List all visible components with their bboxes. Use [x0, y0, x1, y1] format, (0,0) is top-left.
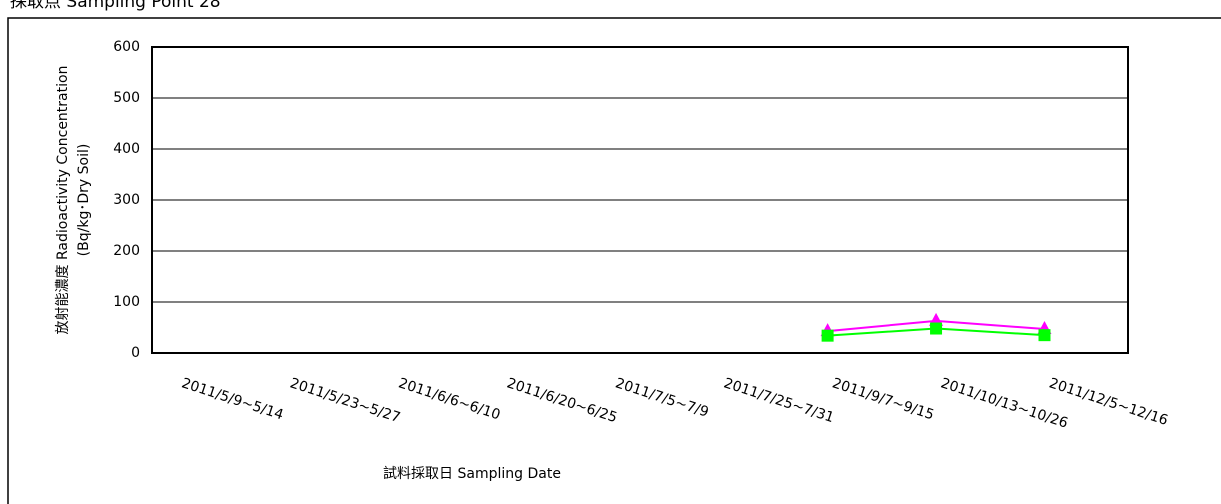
x-tick-label: 2011/9/7~9/15: [830, 375, 936, 423]
y-tick-label: 200: [113, 243, 140, 259]
y-tick-label: 300: [113, 192, 140, 208]
x-tick-label: 2011/6/6~6/10: [396, 375, 502, 423]
y-tick-label: 500: [113, 90, 140, 106]
frame: [7, 17, 1221, 504]
y-axis-label: 放射能濃度 Radioactivity Concentration: [55, 66, 71, 335]
point: [1038, 329, 1051, 342]
x-axis-label: 試料採取日 Sampling Date: [383, 466, 561, 482]
y-tick-label: 400: [113, 141, 140, 157]
y-tick-label: 600: [113, 39, 140, 55]
plot-border: [151, 46, 1129, 354]
point: [821, 329, 834, 342]
x-tick-label: 2011/5/23~5/27: [288, 375, 402, 426]
x-tick-label: 2011/7/25~7/31: [722, 375, 836, 426]
x-tick-label: 2011/6/20~6/25: [505, 375, 619, 426]
y-tick-label: 100: [113, 294, 140, 310]
y-axis-label: (Bq/kg･Dry Soil): [76, 144, 92, 257]
x-tick-label: 2011/7/5~7/9: [613, 375, 710, 420]
y-tick-label: 0: [131, 345, 140, 361]
point: [930, 322, 943, 335]
chart-title: 採取点 Sampling Point 28: [10, 0, 221, 12]
x-tick-label: 2011/5/9~5/14: [179, 375, 285, 423]
